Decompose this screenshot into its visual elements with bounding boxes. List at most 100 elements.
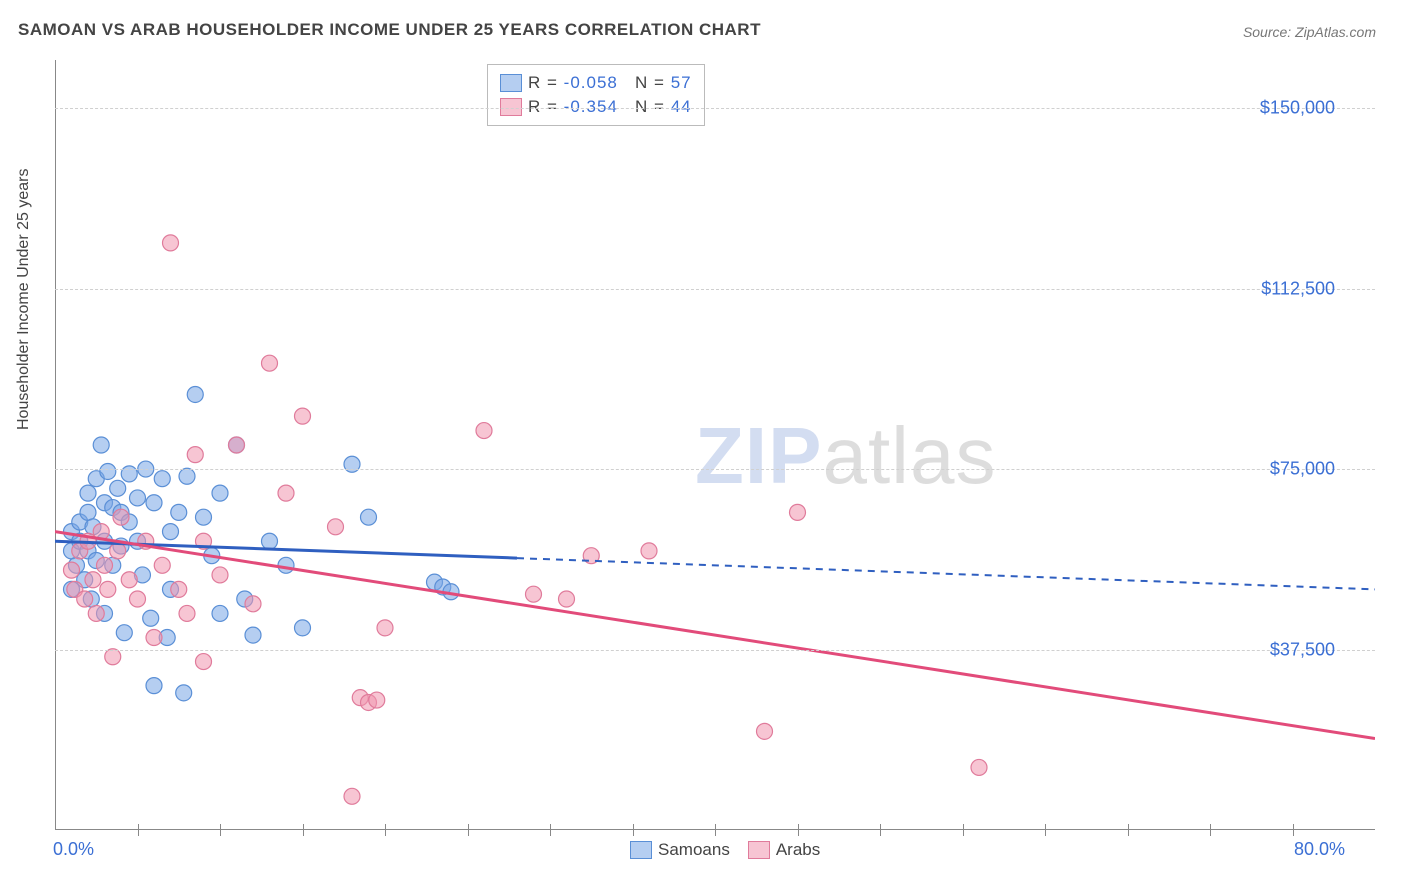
data-point [116,625,132,641]
x-tick [1210,824,1211,836]
data-point [88,553,104,569]
data-point [64,581,80,597]
x-tick [468,824,469,836]
gridline [55,108,1375,109]
data-point [72,514,88,530]
data-point [68,557,84,573]
data-point [583,548,599,564]
legend-label: Samoans [658,840,730,860]
data-point [435,579,451,595]
x-tick [550,824,551,836]
data-point [97,533,113,549]
data-point [100,581,116,597]
watermark: ZIPatlas [695,410,996,502]
data-point [179,605,195,621]
data-point [352,690,368,706]
data-point [85,519,101,535]
data-point [790,504,806,520]
data-point [130,533,146,549]
x-tick [138,824,139,836]
watermark-atlas: atlas [822,411,996,500]
data-point [72,533,88,549]
data-point [85,572,101,588]
data-point [88,471,104,487]
x-tick [798,824,799,836]
x-tick [385,824,386,836]
data-point [196,654,212,670]
data-point [130,490,146,506]
legend-swatch [748,841,770,859]
data-point [110,543,126,559]
x-min-label: 0.0% [53,839,94,860]
y-tick-label: $150,000 [1260,98,1335,119]
data-point [369,692,385,708]
data-point [80,543,96,559]
data-point [64,524,80,540]
legend-stats: R = -0.058 N = 57 [528,73,692,93]
data-point [97,557,113,573]
data-point [526,586,542,602]
data-point [130,591,146,607]
data-point [476,423,492,439]
data-point [295,620,311,636]
data-point [196,509,212,525]
data-point [212,485,228,501]
chart-title: SAMOAN VS ARAB HOUSEHOLDER INCOME UNDER … [18,20,761,40]
data-point [171,504,187,520]
y-axis-line [55,60,56,830]
data-point [113,504,129,520]
x-tick [220,824,221,836]
legend-swatch [630,841,652,859]
data-point [64,543,80,559]
legend-stats: R = -0.354 N = 44 [528,97,692,117]
data-point [80,533,96,549]
plot-area: ZIPatlas R = -0.058 N = 57 R = -0.354 N … [55,60,1375,830]
trendline-extrapolated [517,558,1375,589]
gridline [55,289,1375,290]
correlation-legend: R = -0.058 N = 57 R = -0.354 N = 44 [487,64,705,126]
data-point [176,685,192,701]
x-max-label: 80.0% [1294,839,1345,860]
x-tick [963,824,964,836]
legend-item: Samoans [630,840,730,860]
series-legend: Samoans Arabs [630,840,820,860]
source-attribution: Source: ZipAtlas.com [1243,24,1376,40]
trendline [55,541,517,558]
x-tick [880,824,881,836]
data-point [143,610,159,626]
legend-label: Arabs [776,840,820,860]
data-point [113,538,129,554]
data-point [757,723,773,739]
data-point [229,437,245,453]
data-point [159,630,175,646]
x-tick [715,824,716,836]
data-point [278,485,294,501]
data-point [67,581,83,597]
legend-row: R = -0.058 N = 57 [500,71,692,95]
x-tick [1045,824,1046,836]
data-point [204,548,220,564]
data-point [427,574,443,590]
data-point [154,557,170,573]
data-point [187,386,203,402]
data-point [245,596,261,612]
data-point [80,485,96,501]
data-point [179,468,195,484]
legend-swatch [500,98,522,116]
x-tick [1293,824,1294,836]
data-point [93,437,109,453]
data-point [105,649,121,665]
data-point [237,591,253,607]
data-point [328,519,344,535]
data-point [88,605,104,621]
data-point [295,408,311,424]
data-point [64,562,80,578]
data-point [344,788,360,804]
data-point [121,514,137,530]
data-point [212,567,228,583]
data-point [163,581,179,597]
legend-swatch [500,74,522,92]
data-point [245,627,261,643]
x-tick [633,824,634,836]
data-point [113,509,129,525]
